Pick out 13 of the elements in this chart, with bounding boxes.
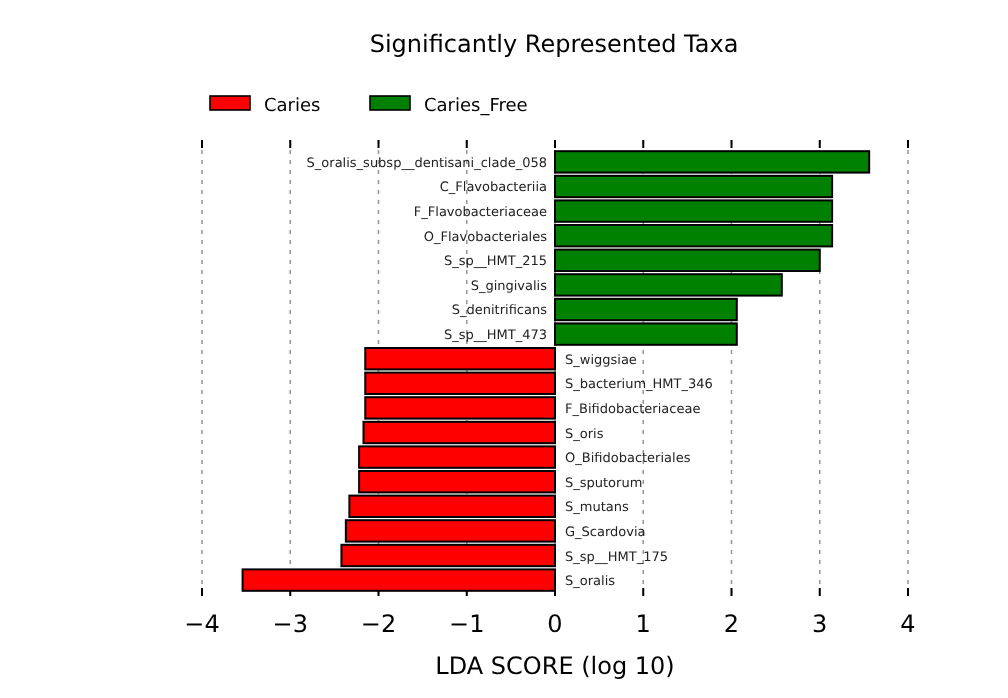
x-tick-label: 1 <box>635 610 651 638</box>
x-tick-label: 3 <box>812 610 828 638</box>
x-tick-label: −2 <box>360 610 397 638</box>
x-tick-label: −4 <box>184 610 220 638</box>
legend-label: Caries <box>264 97 322 117</box>
x-tick-label: 2 <box>723 610 740 638</box>
x-tick-label: 0 <box>547 610 563 638</box>
chart-title: Significantly Represented Taxa <box>369 30 739 58</box>
x-tick-label: −1 <box>449 610 485 638</box>
legend-label: Caries_Free <box>424 97 529 117</box>
x-tick-label: −3 <box>272 610 308 638</box>
x-tick-label: 4 <box>900 610 916 638</box>
x-axis-title: LDA SCORE (log 10) <box>435 652 675 680</box>
